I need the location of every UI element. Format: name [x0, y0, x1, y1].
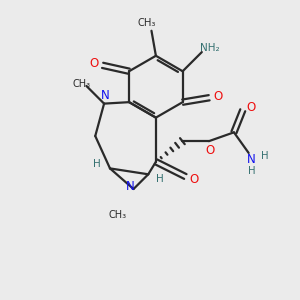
Text: O: O	[89, 57, 98, 70]
Text: O: O	[246, 101, 256, 114]
Text: H: H	[248, 166, 255, 176]
Text: NH₂: NH₂	[200, 43, 220, 53]
Text: H: H	[93, 159, 100, 169]
Text: N: N	[126, 180, 135, 193]
Text: O: O	[213, 90, 223, 103]
Text: O: O	[206, 144, 215, 157]
Text: N: N	[101, 89, 110, 102]
Text: CH₃: CH₃	[138, 17, 156, 28]
Text: N: N	[247, 153, 256, 166]
Text: CH₃: CH₃	[108, 210, 126, 220]
Text: CH₃: CH₃	[73, 80, 91, 89]
Text: O: O	[190, 173, 199, 186]
Text: H: H	[156, 174, 164, 184]
Text: H: H	[261, 151, 268, 161]
